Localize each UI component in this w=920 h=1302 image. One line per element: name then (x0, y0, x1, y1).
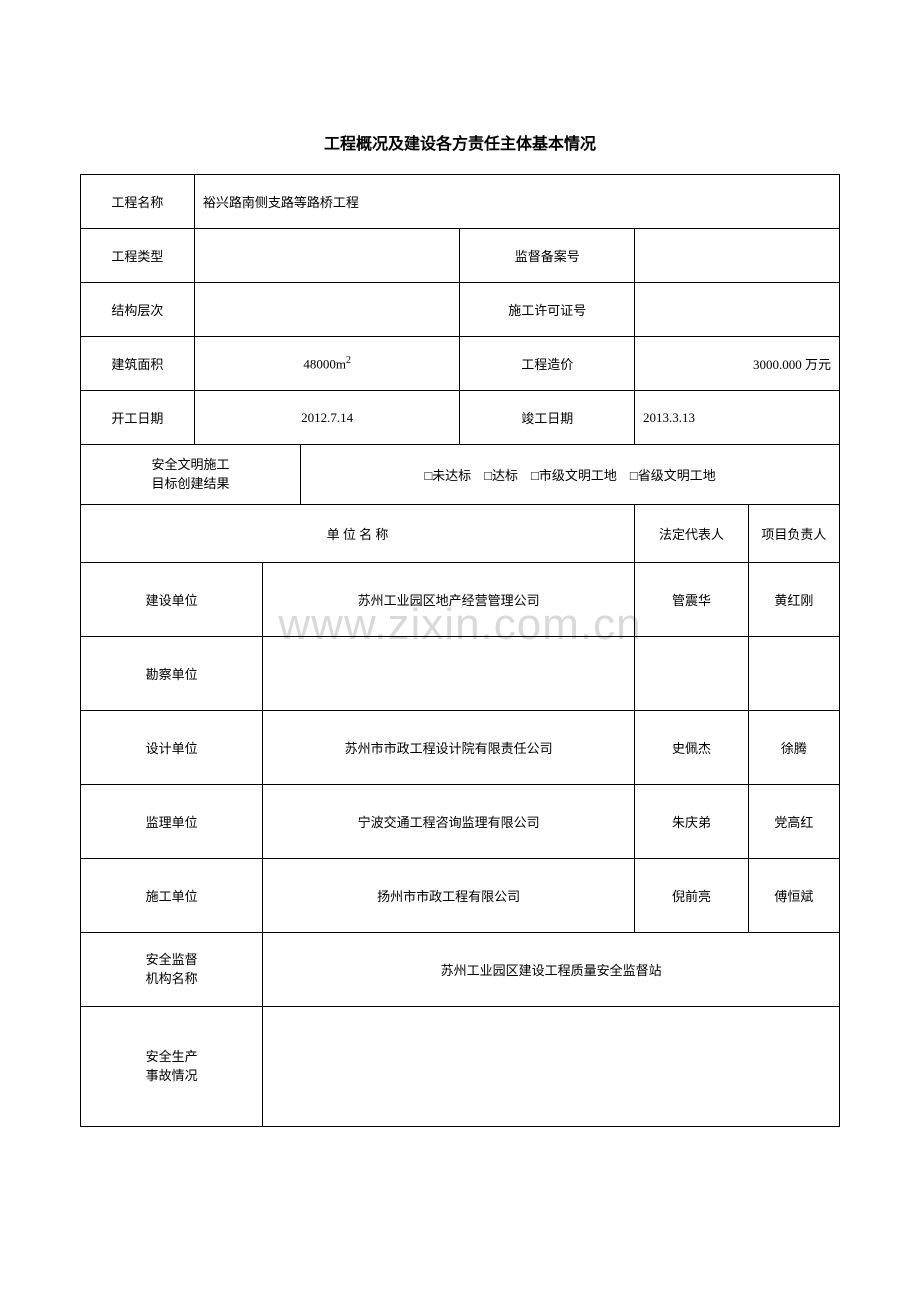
label-structure-level: 结构层次 (81, 283, 195, 337)
label-project-name: 工程名称 (81, 175, 195, 229)
label-safety-org: 安全监督 机构名称 (81, 933, 263, 1007)
label-safety-org-l2: 机构名称 (146, 971, 198, 986)
value-end-date: 2013.3.13 (635, 391, 840, 445)
value-supervision-unit-legal: 朱庆弟 (635, 785, 749, 859)
header-legal-rep: 法定代表人 (635, 505, 749, 563)
label-permit: 施工许可证号 (460, 283, 635, 337)
row-project-name: 工程名称 裕兴路南侧支路等路桥工程 (81, 175, 840, 229)
value-design-unit-lead: 徐腾 (748, 711, 839, 785)
label-start-date: 开工日期 (81, 391, 195, 445)
value-design-unit-legal: 史佩杰 (635, 711, 749, 785)
label-survey-unit: 勘察单位 (81, 637, 263, 711)
label-end-date: 竣工日期 (460, 391, 635, 445)
label-construction-unit: 建设单位 (81, 563, 263, 637)
value-survey-unit-legal (635, 637, 749, 711)
value-design-unit-name: 苏州市市政工程设计院有限责任公司 (263, 711, 635, 785)
overview-table: 工程名称 裕兴路南侧支路等路桥工程 工程类型 监督备案号 结构层次 施工许可证号… (80, 174, 840, 1127)
row-accident: 安全生产 事故情况 (81, 1007, 840, 1127)
label-supervision-unit: 监理单位 (81, 785, 263, 859)
label-safety-result-l2: 目标创建结果 (152, 476, 230, 491)
label-accident-l1: 安全生产 (146, 1049, 198, 1064)
row-structure-level: 结构层次 施工许可证号 (81, 283, 840, 337)
value-safety-org: 苏州工业园区建设工程质量安全监督站 (263, 933, 840, 1007)
row-building-area: 建筑面积 48000m2 工程造价 3000.000 万元 (81, 337, 840, 391)
header-unit-name: 单 位 名 称 (81, 505, 635, 563)
row-header-units: 单 位 名 称 法定代表人 项目负责人 (81, 505, 840, 563)
row-supervision-unit: 监理单位 宁波交通工程咨询监理有限公司 朱庆弟 党高红 (81, 785, 840, 859)
page-title: 工程概况及建设各方责任主体基本情况 (80, 130, 840, 154)
row-start-date: 开工日期 2012.7.14 竣工日期 2013.3.13 (81, 391, 840, 445)
row-design-unit: 设计单位 苏州市市政工程设计院有限责任公司 史佩杰 徐腾 (81, 711, 840, 785)
value-construction-unit-lead: 黄红刚 (748, 563, 839, 637)
label-accident-l2: 事故情况 (146, 1068, 198, 1083)
value-supervision-unit-lead: 党高红 (748, 785, 839, 859)
value-construction-unit-legal: 管震华 (635, 563, 749, 637)
row-project-type: 工程类型 监督备案号 (81, 229, 840, 283)
value-contractor-unit-name: 扬州市市政工程有限公司 (263, 859, 635, 933)
label-accident: 安全生产 事故情况 (81, 1007, 263, 1127)
header-project-lead: 项目负责人 (748, 505, 839, 563)
value-safety-result: □未达标 □达标 □市级文明工地 □省级文明工地 (301, 445, 840, 505)
value-permit (635, 283, 840, 337)
value-supervision-record (635, 229, 840, 283)
value-construction-unit-name: 苏州工业园区地产经营管理公司 (263, 563, 635, 637)
row-construction-unit: 建设单位 苏州工业园区地产经营管理公司 管震华 黄红刚 (81, 563, 840, 637)
label-design-unit: 设计单位 (81, 711, 263, 785)
value-accident (263, 1007, 840, 1127)
label-supervision-record: 监督备案号 (460, 229, 635, 283)
value-survey-unit-name (263, 637, 635, 711)
label-project-type: 工程类型 (81, 229, 195, 283)
row-survey-unit: 勘察单位 (81, 637, 840, 711)
label-building-area: 建筑面积 (81, 337, 195, 391)
value-project-name: 裕兴路南侧支路等路桥工程 (194, 175, 839, 229)
value-project-type (194, 229, 460, 283)
value-building-area: 48000m2 (194, 337, 460, 391)
value-start-date: 2012.7.14 (194, 391, 460, 445)
table-wrapper: 工程名称 裕兴路南侧支路等路桥工程 工程类型 监督备案号 结构层次 施工许可证号… (80, 174, 840, 1127)
row-safety-result: 安全文明施工 目标创建结果 □未达标 □达标 □市级文明工地 □省级文明工地 (81, 445, 840, 505)
label-contractor-unit: 施工单位 (81, 859, 263, 933)
value-project-cost: 3000.000 万元 (635, 337, 840, 391)
value-structure-level (194, 283, 460, 337)
row-contractor-unit: 施工单位 扬州市市政工程有限公司 倪前亮 傅恒斌 (81, 859, 840, 933)
label-safety-org-l1: 安全监督 (146, 952, 198, 967)
value-survey-unit-lead (748, 637, 839, 711)
value-supervision-unit-name: 宁波交通工程咨询监理有限公司 (263, 785, 635, 859)
row-safety-org: 安全监督 机构名称 苏州工业园区建设工程质量安全监督站 (81, 933, 840, 1007)
label-project-cost: 工程造价 (460, 337, 635, 391)
value-contractor-unit-lead: 傅恒斌 (748, 859, 839, 933)
value-contractor-unit-legal: 倪前亮 (635, 859, 749, 933)
label-safety-result: 安全文明施工 目标创建结果 (81, 445, 301, 505)
label-safety-result-l1: 安全文明施工 (152, 457, 230, 472)
